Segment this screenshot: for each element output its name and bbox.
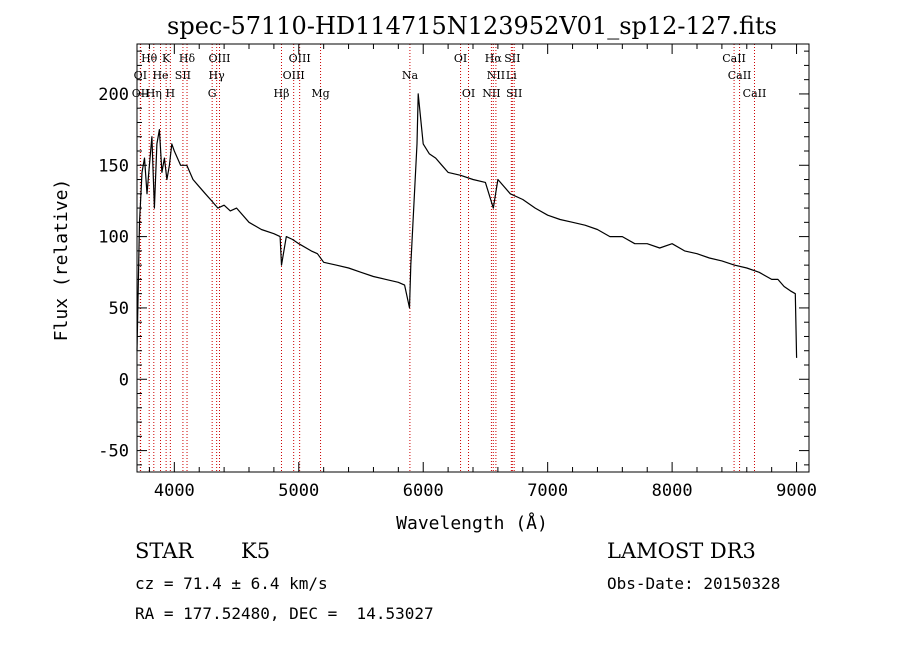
line-label: Hβ: [274, 87, 290, 100]
chart-title: spec-57110-HD114715N123952V01_sp12-127.f…: [167, 12, 777, 40]
line-label: NII: [487, 69, 505, 82]
line-label: OI: [462, 87, 475, 100]
line-label: OIII: [283, 69, 305, 82]
x-tick-label: 5000: [278, 481, 319, 501]
y-tick-label: -50: [98, 442, 129, 462]
y-tick-label: 100: [98, 228, 129, 248]
line-label: CaII: [743, 87, 767, 100]
survey-name: LAMOST DR3: [607, 539, 756, 563]
y-axis-label: Flux (relative): [51, 179, 72, 342]
y-tick-label: 200: [98, 85, 129, 105]
line-label: OII: [132, 87, 150, 100]
line-label: OIII: [289, 52, 311, 65]
y-tick-label: 150: [98, 156, 129, 176]
line-label: K: [162, 52, 171, 65]
line-label: SII: [504, 52, 520, 65]
line-label: Hθ: [141, 52, 158, 65]
line-label: Hγ: [209, 69, 226, 82]
spectrum-chart: spec-57110-HD114715N123952V01_sp12-127.f…: [51, 12, 817, 534]
x-tick-label: 7000: [527, 481, 568, 501]
line-label: Hη: [146, 87, 162, 100]
x-tick-label: 4000: [154, 481, 195, 501]
spectrum-series: [136, 93, 798, 358]
line-label: Mg: [311, 87, 329, 100]
line-label: CaII: [722, 52, 746, 65]
coordinates: RA = 177.52480, DEC = 14.53027: [135, 604, 434, 623]
redshift-info: cz = 71.4 ± 6.4 km/s: [135, 574, 328, 593]
line-label: NII: [482, 87, 500, 100]
line-label: He: [152, 69, 168, 82]
object-subclass: K5: [241, 539, 271, 563]
spectrum-line: [136, 93, 798, 358]
x-axis-ticks: 4000 5000 6000 7000 8000 9000: [148, 44, 817, 501]
line-label: OI: [134, 69, 147, 82]
line-label: SII: [506, 87, 522, 100]
line-label: CaII: [728, 69, 752, 82]
line-label: Hα: [485, 52, 503, 65]
line-label: G: [208, 87, 217, 100]
line-label: Li: [506, 69, 517, 82]
x-tick-label: 6000: [403, 481, 444, 501]
x-axis-label: Wavelength (Å): [396, 512, 548, 534]
x-tick-label: 9000: [776, 481, 817, 501]
y-tick-label: 50: [109, 299, 129, 319]
y-axis-ticks: -50 0 50 100 150 200: [98, 50, 809, 466]
spectral-line-markers: [139, 44, 755, 472]
y-tick-label: 0: [119, 370, 129, 390]
line-label: OIII: [208, 52, 230, 65]
line-label: Hδ: [179, 52, 196, 65]
line-label: Na: [402, 69, 419, 82]
line-label: H: [166, 87, 176, 100]
line-label: SII: [175, 69, 191, 82]
observation-date: Obs-Date: 20150328: [607, 574, 781, 593]
line-label: OI: [454, 52, 467, 65]
x-tick-label: 8000: [652, 481, 693, 501]
object-class: STAR: [135, 539, 194, 563]
